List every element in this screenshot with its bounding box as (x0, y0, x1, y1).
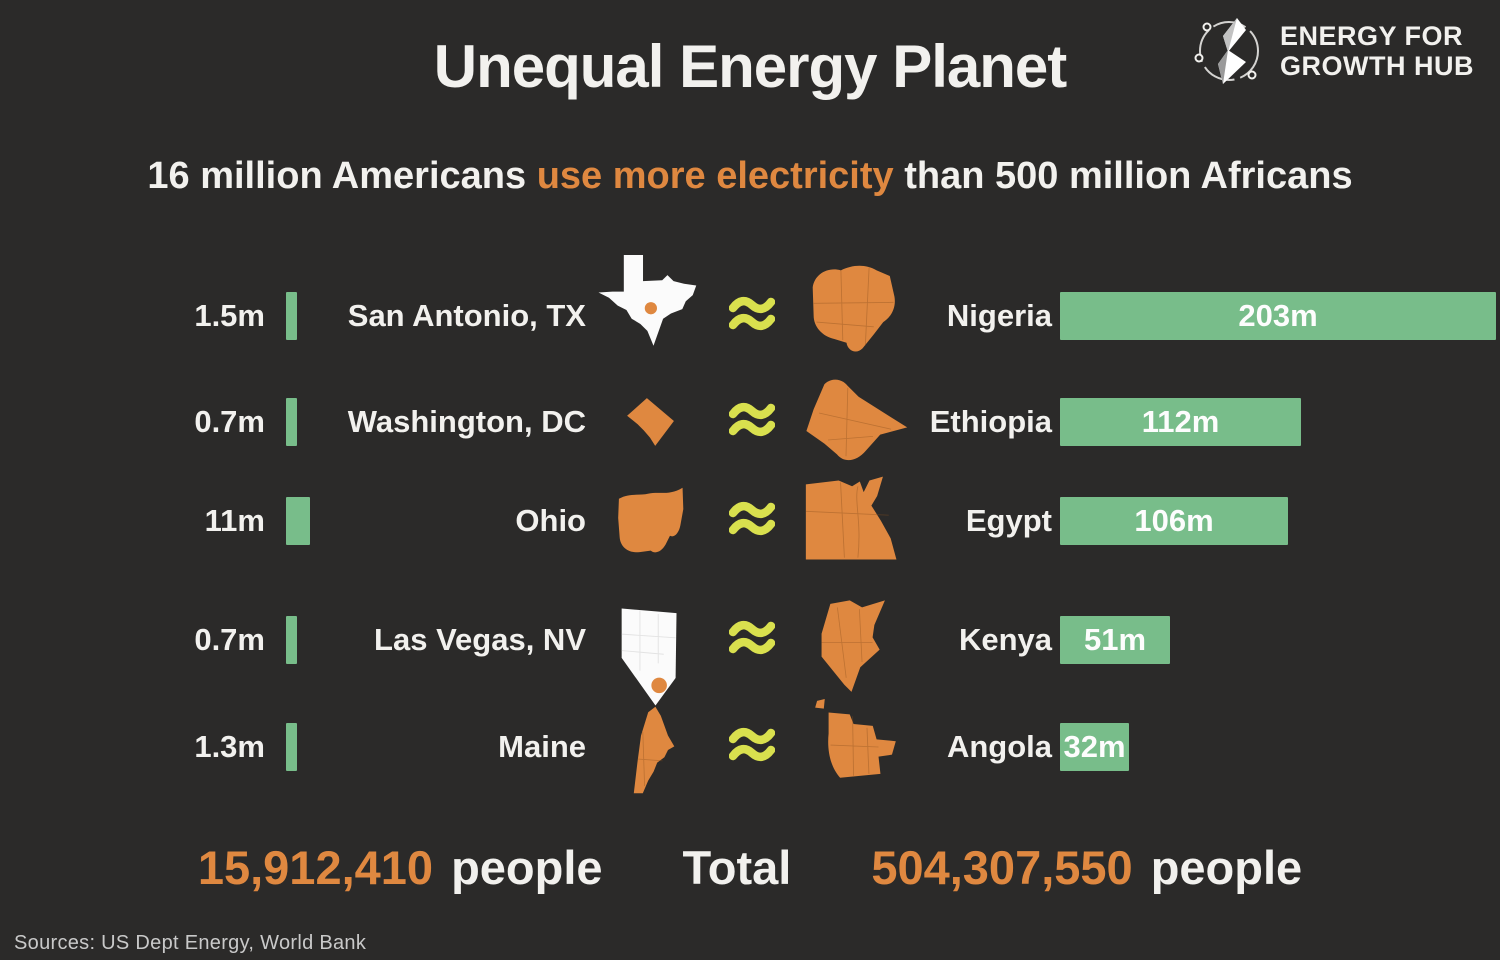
us-total: 15,912,410 people (198, 840, 603, 895)
totals-label: Total (682, 841, 792, 894)
subtitle: 16 million Americans use more electricit… (0, 155, 1500, 198)
us-place-label: Las Vegas, NV (374, 622, 586, 657)
sources-note: Sources: US Dept Energy, World Bank (14, 932, 367, 954)
us-population-value: 11m (204, 503, 265, 538)
energy-for-growth-hub-logo: ENERGY FOR GROWTH HUB (1190, 12, 1474, 90)
us-place-label: Maine (498, 729, 586, 764)
nevada-map-icon (621, 608, 677, 706)
africa-country-label: Nigeria (946, 298, 1052, 333)
africa-total-value: 504,307,550 (871, 841, 1133, 894)
africa-population-bar: 112m (1060, 398, 1301, 446)
approx-equals-icon (729, 402, 775, 437)
africa-country-label: Egypt (965, 503, 1052, 538)
angola-map-icon (815, 699, 896, 778)
comparison-row-kenya: 0.7m Las Vegas, NV Kenya 51m (0, 587, 1500, 706)
logo-emblem-icon (1194, 18, 1260, 84)
africa-population-bar: 51m (1060, 616, 1170, 664)
africa-population-value: 32m (1063, 729, 1126, 764)
page-title: Unequal Energy Planet (433, 33, 1068, 100)
totals-row: 15,912,410 people Total 504,307,550 peop… (0, 840, 1500, 895)
africa-country-label: Ethiopia (929, 404, 1052, 439)
us-population-bar (286, 292, 297, 340)
logo-line1: ENERGY FOR (1280, 20, 1464, 51)
us-population-value: 0.7m (194, 404, 265, 439)
comparison-row-angola: 1.3m Maine Angola 32m (0, 694, 1500, 800)
us-population-bar (286, 398, 297, 446)
nigeria-map-icon (812, 265, 895, 352)
us-place-label: Ohio (515, 503, 586, 538)
us-place-label: San Antonio, TX (347, 298, 586, 333)
subtitle-highlight: use more electricity (536, 155, 894, 197)
us-place-label: Washington, DC (347, 404, 586, 439)
us-population-value: 1.3m (194, 729, 265, 764)
logo-line2: GROWTH HUB (1280, 51, 1474, 81)
comparison-row-nigeria: 1.5m San Antonio, TX Nigeria 203m (0, 255, 1500, 369)
subtitle-suffix: than 500 million Africans (893, 155, 1353, 197)
africa-population-bar: 203m (1060, 292, 1496, 340)
africa-population-value: 106m (1134, 503, 1214, 538)
africa-population-bar: 32m (1060, 723, 1129, 771)
africa-country-label: Kenya (958, 622, 1052, 657)
africa-total: 504,307,550 people (871, 840, 1302, 895)
us-population-bar (286, 616, 297, 664)
us-total-unit: people (451, 841, 603, 894)
subtitle-prefix: 16 million Americans (147, 155, 537, 197)
texas-map-icon (598, 255, 697, 346)
approx-equals-icon (729, 620, 775, 655)
comparison-row-ethiopia: 0.7m Washington, DC Ethiopia 112m (0, 369, 1500, 475)
kenya-map-icon (821, 600, 885, 692)
logo-wordmark: ENERGY FOR GROWTH HUB (1280, 21, 1474, 81)
district-of-columbia-map-icon (627, 398, 674, 446)
ohio-map-icon (618, 487, 684, 553)
africa-country-label: Angola (946, 729, 1052, 764)
approx-equals-icon (729, 296, 775, 331)
us-population-value: 0.7m (194, 622, 265, 657)
ethiopia-map-icon (806, 379, 908, 461)
approx-equals-icon (729, 727, 775, 762)
africa-population-bar: 106m (1060, 497, 1288, 545)
africa-population-value: 112m (1141, 404, 1220, 439)
us-population-bar (286, 497, 310, 545)
africa-total-unit: people (1150, 841, 1303, 894)
us-total-value: 15,912,410 (197, 841, 434, 894)
maine-map-icon (633, 706, 675, 794)
approx-equals-icon (729, 501, 775, 536)
us-population-value: 1.5m (194, 298, 265, 333)
africa-population-value: 51m (1083, 622, 1147, 657)
africa-population-value: 203m (1238, 298, 1318, 333)
comparison-row-egypt: 11m Ohio Egypt 106m (0, 468, 1500, 574)
egypt-map-icon (805, 476, 897, 560)
us-population-bar (286, 723, 297, 771)
